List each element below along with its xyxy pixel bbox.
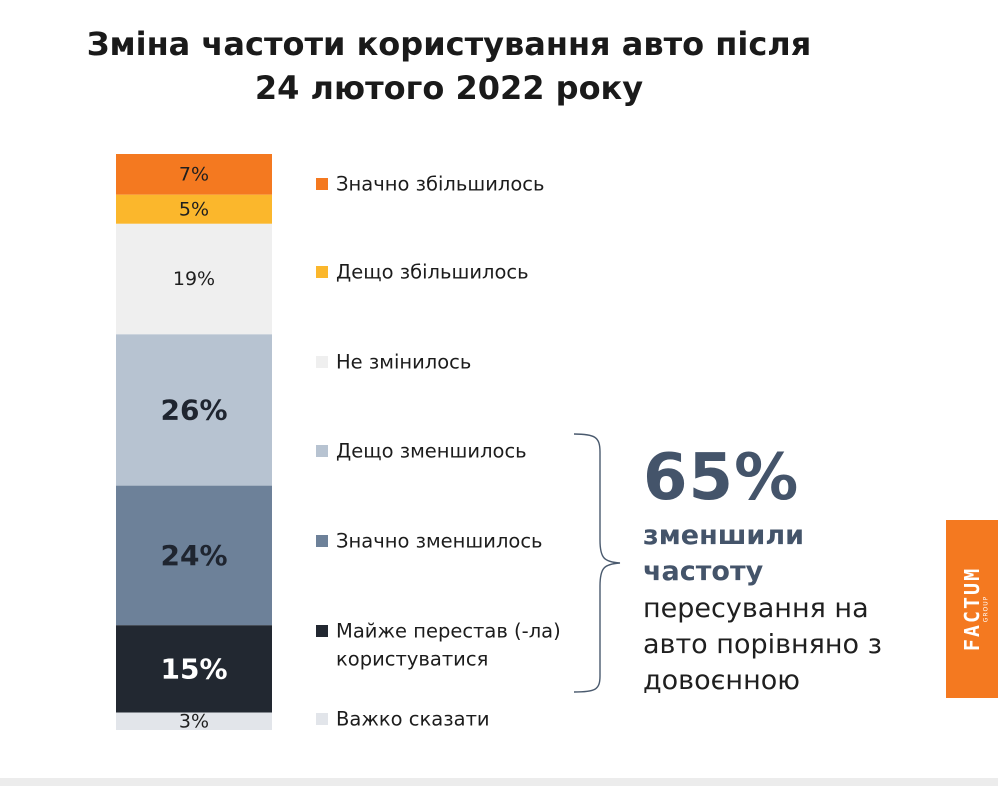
chart-title: Зміна частоти користування авто після 24… — [0, 22, 898, 110]
bar-segment-1 — [116, 154, 272, 195]
legend-swatch-7 — [316, 713, 328, 725]
summary-bold-line-2: частоту — [643, 556, 764, 587]
summary-regular-line-2: авто порівняно з — [643, 629, 883, 660]
bar-segment-label-2: 5% — [179, 198, 209, 220]
bar-segment-label-7: 3% — [179, 710, 209, 732]
chart-title-line-1: Зміна частоти користування авто після — [86, 25, 812, 63]
bar-segment-6 — [116, 625, 272, 713]
bar-segment-5 — [116, 485, 272, 626]
legend: Значно збільшилось Дещо збільшилось Не змі… — [316, 173, 561, 731]
bar-segment-4 — [116, 334, 272, 486]
bar-segment-label-3: 19% — [173, 268, 215, 290]
legend-label-2: Дещо збільшилось — [336, 261, 529, 284]
summary-regular-line-1: пересування на — [643, 593, 869, 624]
legend-swatch-4 — [316, 445, 328, 457]
bar-segment-3 — [116, 223, 272, 335]
legend-label-3: Не змінилось — [336, 351, 471, 374]
bar-segment-label-1: 7% — [179, 163, 209, 185]
summary-bold-text: зменшили частоту — [643, 518, 943, 590]
legend-label-4: Дещо зменшилось — [336, 440, 527, 463]
legend-swatch-6 — [316, 625, 328, 637]
legend-label-5: Значно зменшилось — [336, 530, 543, 553]
logo-text: FACTUM — [960, 566, 984, 652]
summary-regular-line-3: довоєнною — [643, 665, 800, 696]
bar-segment-label-4: 26% — [160, 394, 227, 427]
summary-callout: 65% зменшили частоту пересування на авто… — [643, 438, 943, 699]
bar-segment-label-6: 15% — [160, 652, 227, 685]
bar-segment-label-5: 24% — [160, 539, 227, 572]
legend-label-1: Значно збільшилось — [336, 173, 545, 196]
footer-band — [0, 778, 998, 786]
bar-segments: 7% 5% 19% 26% 24% 15% 3% — [116, 154, 272, 732]
summary-regular-text: пересування на авто порівняно з довоєнно… — [643, 591, 943, 699]
summary-brace — [573, 433, 621, 693]
chart-title-line-2: 24 лютого 2022 року — [254, 69, 644, 107]
legend-label-6-line-2: користуватися — [336, 648, 488, 671]
legend-swatch-3 — [316, 356, 328, 368]
bar-segment-2 — [116, 194, 272, 224]
legend-swatch-2 — [316, 266, 328, 278]
legend-swatch-1 — [316, 178, 328, 190]
legend-label-6-line-1: Майже перестав (-ла) — [336, 620, 561, 643]
summary-bold-line-1: зменшили — [643, 520, 805, 551]
legend-label-7: Важко сказати — [336, 708, 490, 731]
legend-swatch-5 — [316, 535, 328, 547]
factum-logo: FACTUM GROUP — [946, 520, 998, 698]
bar-segment-7 — [116, 712, 272, 730]
summary-value: 65% — [643, 441, 800, 515]
logo-subtext: GROUP — [982, 595, 990, 623]
